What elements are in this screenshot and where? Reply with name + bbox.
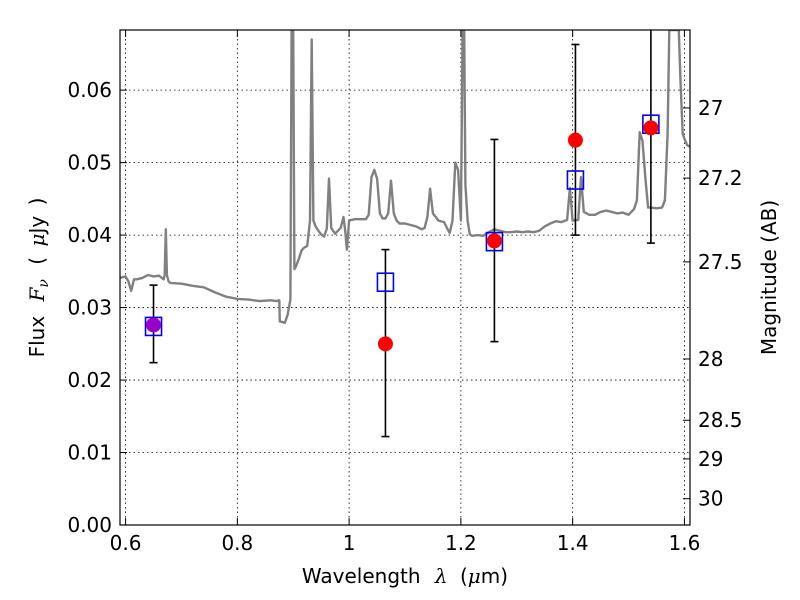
y2-tick-label: 30 xyxy=(698,487,723,511)
data-points-layer xyxy=(144,114,660,352)
y2-tick-label: 28 xyxy=(698,347,723,371)
observed-point xyxy=(486,233,502,249)
observed-point xyxy=(567,132,583,148)
model-square xyxy=(566,170,585,190)
x-tick-label: 0.6 xyxy=(110,531,142,555)
error-bars-layer xyxy=(149,30,655,438)
y-tick-label: 0.06 xyxy=(67,78,112,102)
x-tick-label: 1.4 xyxy=(557,531,589,555)
model-square xyxy=(485,231,504,252)
y2-axis-ticks: 27 27.2 27.5 28 28.5 29 30 xyxy=(683,96,743,511)
y2-tick-label: 29 xyxy=(698,447,723,471)
x-tick-label: 1.6 xyxy=(669,531,701,555)
x-tick-label: 1 xyxy=(343,531,356,555)
y-tick-label: 0.04 xyxy=(67,223,112,247)
y-tick-label: 0.05 xyxy=(67,151,112,175)
y-tick-label: 0.02 xyxy=(67,368,112,392)
y-tick-label: 0.03 xyxy=(67,296,112,320)
model-square xyxy=(376,272,395,293)
observed-point xyxy=(643,120,659,136)
y2-tick-label: 28.5 xyxy=(698,408,743,432)
x-axis-ticks: 0.6 0.8 1 1.2 1.4 1.6 xyxy=(110,30,701,555)
model-square xyxy=(144,316,163,337)
x-tick-label: 1.2 xyxy=(445,531,477,555)
observed-point xyxy=(146,317,162,333)
y2-tick-label: 27 xyxy=(698,96,723,120)
grid-lines xyxy=(120,30,690,525)
x-axis-label: Wavelength λ (μm) xyxy=(302,564,508,588)
plot-frame xyxy=(119,29,691,526)
spectrum-layer xyxy=(120,30,690,324)
observed-point xyxy=(377,336,393,352)
spectrum-line xyxy=(120,30,690,324)
y2-axis-label: Magnitude (AB) xyxy=(757,200,781,355)
x-tick-label: 0.8 xyxy=(221,531,253,555)
y-tick-label: 0.01 xyxy=(67,441,112,465)
y-axis-ticks: 0.00 0.01 0.02 0.03 0.04 0.05 0.06 xyxy=(67,78,127,537)
y-tick-label: 0.00 xyxy=(67,513,112,537)
y2-tick-label: 27.2 xyxy=(698,166,743,190)
y-axis-label: Flux Fν ( μJy ) xyxy=(25,198,53,358)
y2-tick-label: 27.5 xyxy=(698,250,743,274)
